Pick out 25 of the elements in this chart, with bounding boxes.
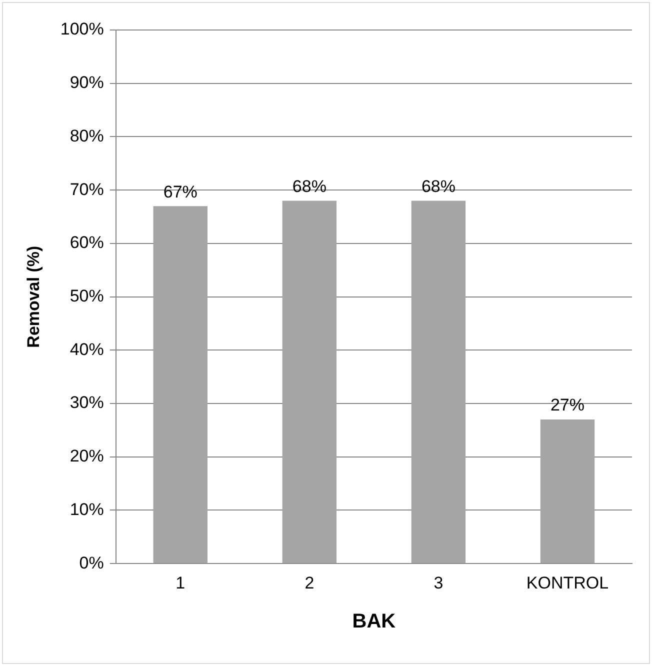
bar (153, 206, 208, 564)
x-axis-title: BAK (352, 610, 396, 633)
bar (411, 200, 466, 564)
x-tick-label: 2 (304, 573, 314, 592)
data-label: 68% (292, 176, 326, 196)
bar (282, 200, 337, 564)
data-label: 27% (550, 396, 584, 415)
y-axis-title: Removal (%) (24, 246, 43, 348)
y-tick-label: 10% (70, 500, 104, 519)
data-label: 68% (421, 176, 456, 196)
x-tick-label: 3 (434, 573, 444, 592)
x-tick-label: 1 (176, 573, 186, 592)
y-tick-label: 60% (70, 233, 104, 252)
y-tick-label: 70% (70, 180, 104, 199)
y-tick-label: 0% (79, 553, 104, 572)
y-tick-label: 100% (60, 20, 104, 39)
y-tick-label: 80% (70, 126, 104, 146)
y-tick-label: 50% (70, 286, 104, 306)
y-tick-label: 40% (70, 340, 104, 359)
data-label: 67% (163, 182, 198, 202)
bar (540, 420, 595, 564)
y-tick-label: 90% (70, 73, 104, 92)
y-tick-label: 20% (70, 446, 104, 466)
x-tick-label: KONTROL (526, 573, 609, 592)
y-tick-label: 30% (70, 393, 104, 412)
